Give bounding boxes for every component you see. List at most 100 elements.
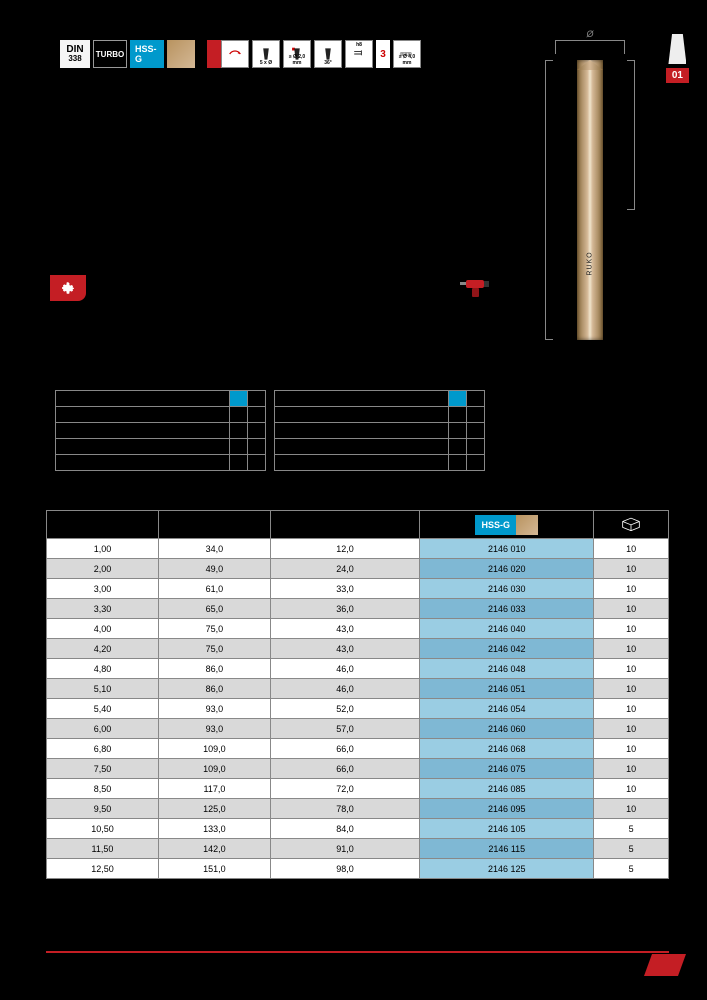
cell-ord: 2146 042 [420, 639, 594, 659]
gold-header-swatch [516, 515, 538, 535]
cell-l2: 33,0 [270, 579, 419, 599]
table-row: 4,0075,043,02146 04010 [47, 619, 669, 639]
col-diameter [47, 511, 159, 539]
cell-ord: 2146 115 [420, 839, 594, 859]
drill-diagram: Ø RUKO [555, 40, 625, 340]
hssg-header-label: HSS-G [475, 515, 516, 535]
cell-pack: 10 [594, 739, 669, 759]
cell-d: 8,50 [47, 779, 159, 799]
cell-pack: 10 [594, 599, 669, 619]
cell-pack: 5 [594, 859, 669, 879]
cell-l2: 98,0 [270, 859, 419, 879]
cell-l2: 12,0 [270, 539, 419, 559]
h8-icon: h8 [345, 40, 373, 68]
cell-d: 5,10 [47, 679, 159, 699]
mat-header [275, 391, 449, 407]
table-row: 5,4093,052,02146 05410 [47, 699, 669, 719]
col-length2 [270, 511, 419, 539]
cell-l1: 65,0 [158, 599, 270, 619]
package-icon [621, 517, 641, 531]
cell-l1: 93,0 [158, 719, 270, 739]
cell-d: 4,20 [47, 639, 159, 659]
table-row: 2,0049,024,02146 02010 [47, 559, 669, 579]
gold-swatch-header [248, 391, 266, 407]
cell-ord: 2146 095 [420, 799, 594, 819]
gear-tab [50, 275, 86, 301]
cell-l1: 142,0 [158, 839, 270, 859]
cell-d: 9,50 [47, 799, 159, 819]
page-corner: 01 [666, 34, 689, 83]
blue-swatch [230, 391, 248, 407]
cell-pack: 5 [594, 819, 669, 839]
gold-swatch [167, 40, 195, 68]
material-table-left [55, 390, 266, 471]
cell-l2: 36,0 [270, 599, 419, 619]
cell-l1: 34,0 [158, 539, 270, 559]
cell-l1: 117,0 [158, 779, 270, 799]
brand-diamond-icon [644, 954, 686, 976]
table-row: 10,50133,084,02146 1055 [47, 819, 669, 839]
cell-d: 11,50 [47, 839, 159, 859]
table-row: 8,50117,072,02146 08510 [47, 779, 669, 799]
cell-ord: 2146 030 [420, 579, 594, 599]
table-row: 4,2075,043,02146 04210 [47, 639, 669, 659]
drill-bit-icon [668, 34, 686, 64]
din-badge: DIN 338 [60, 40, 90, 68]
material-tables [55, 390, 485, 471]
table-row: 7,50109,066,02146 07510 [47, 759, 669, 779]
red-tab-icon [207, 40, 221, 68]
turbo-badge: TURBO [93, 40, 127, 68]
cell-l2: 57,0 [270, 719, 419, 739]
cell-l2: 43,0 [270, 619, 419, 639]
table-row: 1,0034,012,02146 01010 [47, 539, 669, 559]
cell-ord: 2146 020 [420, 559, 594, 579]
cell-pack: 10 [594, 699, 669, 719]
cell-d: 3,00 [47, 579, 159, 599]
gold-swatch-header [467, 391, 485, 407]
cell-l2: 66,0 [270, 759, 419, 779]
shank-icon: ≥ Ø 4,0 mm [393, 40, 421, 68]
diameter-dimension: Ø [555, 40, 625, 54]
cell-pack: 10 [594, 639, 669, 659]
cell-d: 2,00 [47, 559, 159, 579]
cell-l1: 61,0 [158, 579, 270, 599]
cell-l2: 72,0 [270, 779, 419, 799]
dia-label: Ø [586, 29, 593, 39]
cell-pack: 5 [594, 839, 669, 859]
table-row: 6,80109,066,02146 06810 [47, 739, 669, 759]
cell-l2: 52,0 [270, 699, 419, 719]
drill-brand: RUKO [587, 251, 594, 275]
table-row: 4,8086,046,02146 04810 [47, 659, 669, 679]
footer-rule [46, 951, 669, 953]
cell-d: 1,00 [47, 539, 159, 559]
drill-shank [577, 60, 603, 340]
cell-ord: 2146 010 [420, 539, 594, 559]
gear-icon [60, 280, 76, 296]
cell-l1: 151,0 [158, 859, 270, 879]
hssg-header-badge: HSS-G [475, 515, 538, 535]
spec-table-container: HSS-G 1,0034,012,02146 010102,0049,024,0… [46, 510, 669, 879]
cell-l1: 86,0 [158, 679, 270, 699]
cell-l2: 66,0 [270, 739, 419, 759]
cell-ord: 2146 125 [420, 859, 594, 879]
cell-pack: 10 [594, 559, 669, 579]
material-table-right [274, 390, 485, 471]
table-row: 3,3065,036,02146 03310 [47, 599, 669, 619]
cell-pack: 10 [594, 799, 669, 819]
cell-l1: 125,0 [158, 799, 270, 819]
cell-l2: 91,0 [270, 839, 419, 859]
blue-swatch [449, 391, 467, 407]
l1-dimension [545, 60, 553, 340]
cell-l1: 75,0 [158, 619, 270, 639]
hssg-badge: HSS-G [130, 40, 164, 68]
cell-l2: 46,0 [270, 679, 419, 699]
table-row: 12,50151,098,02146 1255 [47, 859, 669, 879]
cell-d: 6,00 [47, 719, 159, 739]
cell-pack: 10 [594, 759, 669, 779]
table-row: 9,50125,078,02146 09510 [47, 799, 669, 819]
5xo-label: 5 x Ø [253, 60, 279, 66]
cell-d: 6,80 [47, 739, 159, 759]
cell-pack: 10 [594, 679, 669, 699]
mat-header [56, 391, 230, 407]
min-dia-label: ≥ Ø 2,0 mm [284, 54, 310, 66]
